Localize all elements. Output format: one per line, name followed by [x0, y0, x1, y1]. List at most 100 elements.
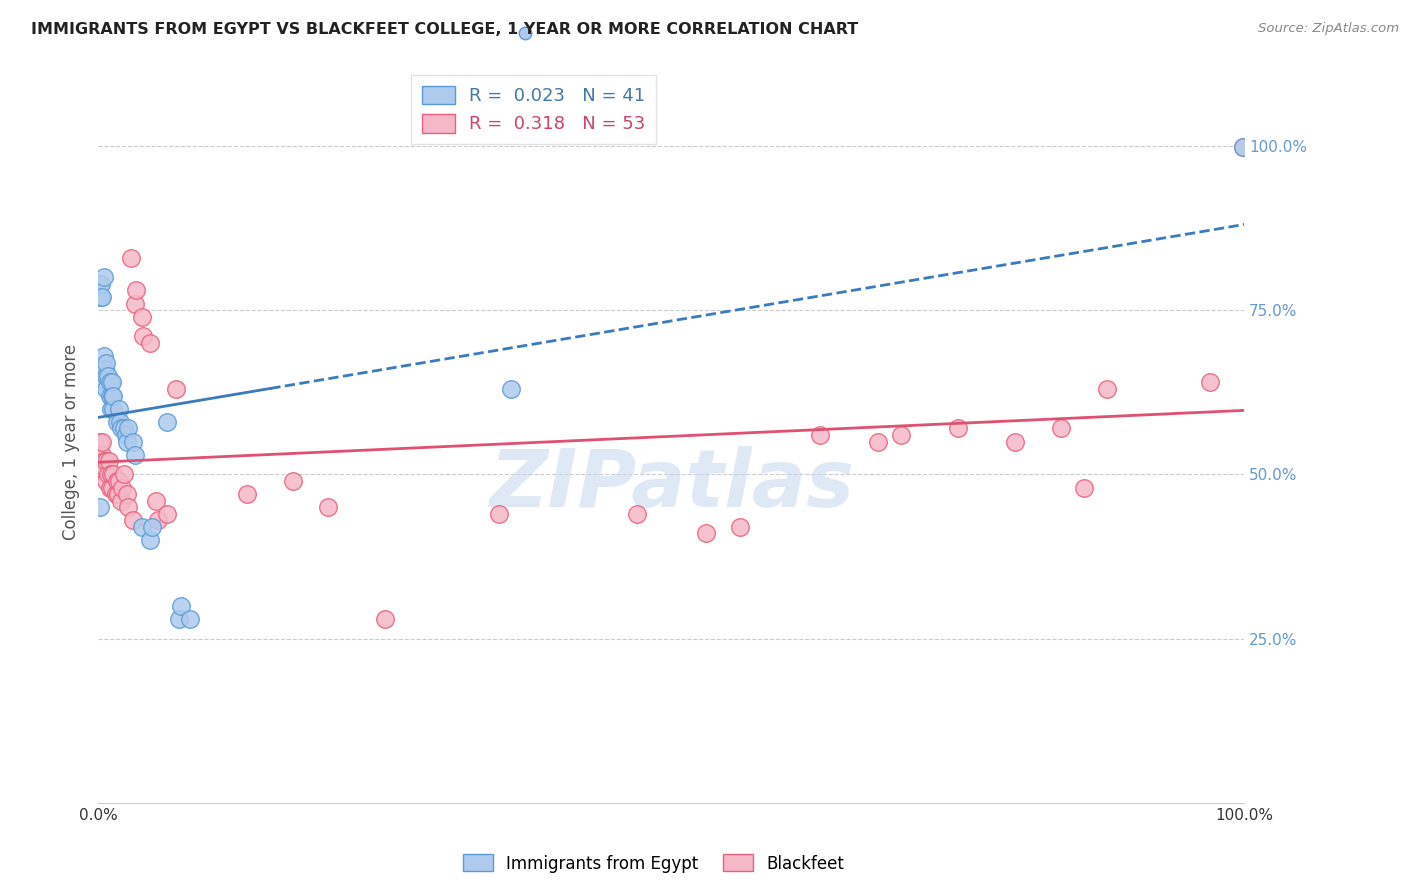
Point: [97, 368, 120, 383]
Text: ZIPatlas: ZIPatlas: [489, 446, 853, 524]
Point: [90, 290, 112, 304]
Point: [139, 336, 162, 351]
Point: [96, 382, 118, 396]
Point: [96, 368, 118, 383]
Point: [316, 500, 339, 515]
Point: [105, 415, 128, 429]
Point: [94, 362, 117, 376]
Point: [170, 599, 193, 613]
Point: [121, 434, 143, 449]
Point: [96, 474, 118, 488]
Point: [236, 487, 259, 501]
Point: [121, 513, 143, 527]
Point: [1095, 382, 1118, 396]
Point: [125, 284, 148, 298]
Point: [104, 487, 127, 501]
Point: [374, 612, 396, 626]
Point: [111, 481, 134, 495]
Point: [808, 428, 831, 442]
Point: [105, 474, 128, 488]
Point: [115, 487, 138, 501]
Point: [179, 612, 201, 626]
Point: [89, 434, 111, 449]
Point: [100, 467, 122, 482]
Point: [100, 401, 122, 416]
Point: [1232, 139, 1254, 153]
Point: [115, 428, 138, 442]
Text: Source: ZipAtlas.com: Source: ZipAtlas.com: [1258, 22, 1399, 36]
Point: [97, 467, 120, 482]
Point: [889, 428, 911, 442]
Point: [89, 290, 111, 304]
Point: [93, 349, 115, 363]
Point: [1199, 376, 1222, 390]
Point: [90, 460, 112, 475]
Point: [108, 474, 131, 488]
Point: [131, 520, 153, 534]
Point: [146, 513, 169, 527]
Point: [117, 421, 139, 435]
Point: [101, 481, 124, 495]
Point: [108, 415, 131, 429]
Point: [90, 277, 112, 291]
Point: [101, 376, 124, 390]
Point: [728, 520, 751, 534]
Point: [156, 507, 179, 521]
Point: [946, 421, 969, 435]
Text: IMMIGRANTS FROM EGYPT VS BLACKFEET COLLEGE, 1 YEAR OR MORE CORRELATION CHART: IMMIGRANTS FROM EGYPT VS BLACKFEET COLLE…: [31, 22, 858, 37]
Point: [98, 388, 121, 402]
Point: [139, 533, 162, 547]
Point: [141, 520, 163, 534]
Point: [124, 296, 146, 310]
Point: [110, 421, 132, 435]
Point: [866, 434, 889, 449]
Point: [499, 382, 522, 396]
Point: [115, 434, 138, 449]
Legend: R =  0.023   N = 41, R =  0.318   N = 53: R = 0.023 N = 41, R = 0.318 N = 53: [412, 75, 657, 145]
Point: [117, 500, 139, 515]
Point: [107, 487, 129, 501]
Point: [145, 493, 167, 508]
Point: [96, 454, 118, 468]
Point: [695, 526, 717, 541]
Point: [103, 467, 125, 482]
Point: [98, 376, 121, 390]
Point: [93, 270, 115, 285]
Point: [89, 448, 111, 462]
Point: [90, 290, 112, 304]
Point: [165, 382, 187, 396]
Legend: Immigrants from Egypt, Blackfeet: Immigrants from Egypt, Blackfeet: [456, 847, 852, 880]
Point: [1232, 139, 1254, 153]
Point: [112, 467, 135, 482]
Point: [103, 388, 125, 402]
Point: [131, 310, 153, 324]
Point: [132, 329, 155, 343]
Point: [120, 251, 142, 265]
Point: [1050, 421, 1073, 435]
Point: [124, 448, 146, 462]
Point: [108, 401, 131, 416]
Point: [93, 362, 115, 376]
Point: [101, 388, 124, 402]
Point: [90, 434, 112, 449]
Point: [283, 474, 305, 488]
Point: [96, 356, 118, 370]
Point: [167, 612, 190, 626]
Point: [89, 500, 111, 515]
Point: [488, 507, 510, 521]
Point: [94, 376, 117, 390]
Point: [110, 493, 132, 508]
Point: [1004, 434, 1026, 449]
Point: [89, 277, 111, 291]
Point: [97, 454, 120, 468]
Point: [626, 507, 648, 521]
Point: [103, 401, 125, 416]
Point: [93, 454, 115, 468]
Point: [94, 460, 117, 475]
Y-axis label: College, 1 year or more: College, 1 year or more: [62, 343, 80, 540]
Point: [112, 421, 135, 435]
Point: [90, 448, 112, 462]
Point: [156, 415, 179, 429]
Point: [98, 481, 121, 495]
Point: [1073, 481, 1095, 495]
